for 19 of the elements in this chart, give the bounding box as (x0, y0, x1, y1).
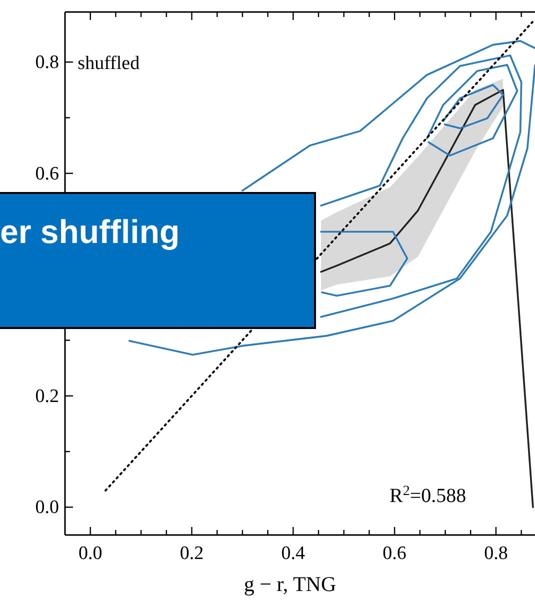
annotation: R$^{2}$=0.588 (389, 484, 466, 508)
y-tick-label: 0.6 (35, 163, 59, 184)
y-tick-label: 0.8 (35, 52, 59, 74)
annotation: er shuffling (0, 213, 180, 250)
line-series (426, 64, 518, 156)
line-series (320, 88, 534, 508)
annotation: shuffled (78, 53, 140, 74)
x-tick-label: 0.4 (281, 543, 306, 564)
x-tick-label: 0.0 (78, 543, 102, 564)
line-series (442, 84, 504, 130)
title-banner: er shuffling (0, 192, 316, 329)
line-series (242, 40, 535, 192)
x-tick-label: 0.6 (382, 543, 406, 564)
y-tick-label: 0.2 (35, 386, 59, 407)
line-series (320, 230, 408, 297)
x-axis-title: g − r, TNG (244, 572, 336, 596)
x-tick-label: 0.8 (484, 543, 508, 564)
x-tick-label: 0.2 (180, 543, 204, 564)
y-tick-label: 0.0 (35, 497, 59, 518)
